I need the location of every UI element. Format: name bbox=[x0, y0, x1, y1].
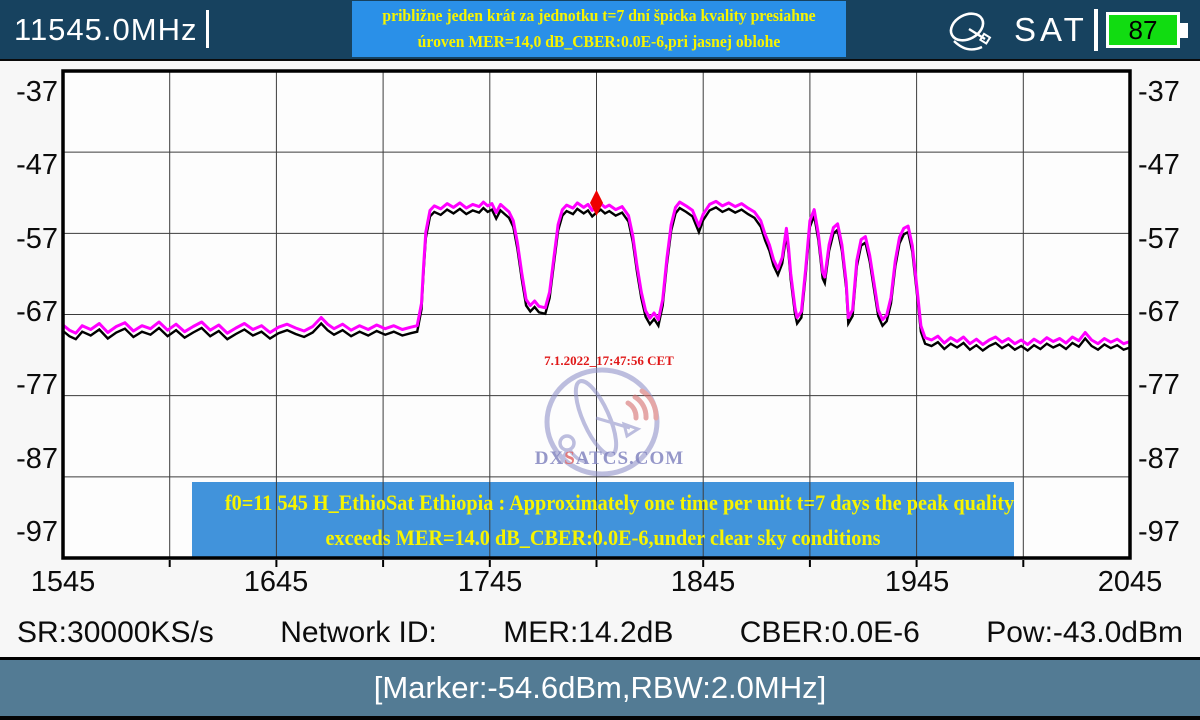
footer-divider bbox=[0, 657, 1200, 660]
y-tick-label-left: -37 bbox=[16, 76, 58, 108]
y-tick-label-left: -57 bbox=[16, 223, 58, 255]
status-row: SR:30000KS/s Network ID: MER:14.2dB CBER… bbox=[0, 610, 1200, 656]
chart-banner: f0=11 545 H_EthioSat Ethiopia : Approxim… bbox=[192, 483, 1014, 556]
chart-banner-background bbox=[192, 482, 1014, 557]
spectrum-trace-reference bbox=[62, 206, 1131, 353]
battery-indicator: 87 bbox=[1106, 12, 1180, 48]
dxsatcs-logo-text: DXSATCS.COM bbox=[534, 448, 685, 469]
y-tick-label-right: -97 bbox=[1138, 516, 1180, 548]
y-tick-label-right: -77 bbox=[1138, 369, 1180, 401]
y-tick-label-right: -67 bbox=[1138, 296, 1180, 328]
marker-readout-text: [Marker:-54.6dBm,RBW:2.0MHz] bbox=[373, 670, 827, 705]
spectrum-trace-current bbox=[62, 199, 1131, 346]
y-tick-label-right: -57 bbox=[1138, 223, 1180, 255]
power-value: Pow:-43.0dBm bbox=[986, 616, 1183, 649]
x-tick-label: 1845 bbox=[670, 566, 736, 598]
x-tick-label: 2045 bbox=[1097, 566, 1163, 598]
header-separator bbox=[1094, 9, 1098, 51]
y-tick-label-right: -37 bbox=[1138, 76, 1180, 108]
marker-readout-bar: [Marker:-54.6dBm,RBW:2.0MHz] bbox=[0, 660, 1200, 716]
chart-banner-line2: exceeds MER=14.0 dB_CBER:0.0E-6,under cl… bbox=[325, 524, 881, 550]
header-banner: približne jeden krát za jednotku t=7 dní… bbox=[352, 1, 846, 57]
y-tick-label-left: -97 bbox=[16, 516, 58, 548]
chart-banner-line1: f0=11 545 H_EthioSat Ethiopia : Approxim… bbox=[224, 489, 1015, 515]
battery-percent: 87 bbox=[1128, 15, 1158, 45]
y-tick-label-left: -67 bbox=[16, 296, 58, 328]
dxsatcs-logo-watermark bbox=[540, 366, 665, 483]
header-divider bbox=[0, 59, 1200, 61]
header-banner-line1: približne jeden krát za jednotku t=7 dní… bbox=[382, 6, 816, 25]
marker-diamond[interactable] bbox=[590, 189, 603, 216]
satellite-dish-icon bbox=[946, 6, 998, 61]
timestamp-annotation: 7.1.2022_17:47:56 CET bbox=[544, 353, 674, 368]
y-tick-label-right: -47 bbox=[1138, 149, 1180, 181]
screen-bottom-edge bbox=[0, 716, 1200, 720]
frequency-input[interactable]: 11545.0MHz bbox=[14, 10, 210, 48]
symbol-rate-value: SR:30000KS/s bbox=[17, 616, 214, 649]
plot-border bbox=[61, 69, 1132, 560]
cber-value: CBER:0.0E-6 bbox=[739, 616, 920, 649]
x-tick-label: 1945 bbox=[884, 566, 950, 598]
y-tick-label-left: -47 bbox=[16, 149, 58, 181]
network-id-value: Network ID: bbox=[280, 616, 437, 649]
battery-nub bbox=[1180, 23, 1188, 38]
x-tick-label: 1545 bbox=[30, 566, 96, 598]
y-tick-label-left: -87 bbox=[16, 443, 58, 475]
x-tick-label: 1645 bbox=[243, 566, 309, 598]
text-cursor bbox=[206, 10, 210, 48]
mer-value: MER:14.2dB bbox=[503, 616, 674, 649]
y-tick-label-right: -87 bbox=[1138, 443, 1180, 475]
header-banner-line2: úroven MER=14,0 dB_CBER:0.0E-6,pri jasne… bbox=[417, 32, 781, 51]
x-tick-label: 1745 bbox=[457, 566, 523, 598]
y-tick-label-left: -77 bbox=[16, 369, 58, 401]
sat-mode-label: SAT bbox=[1014, 11, 1088, 48]
